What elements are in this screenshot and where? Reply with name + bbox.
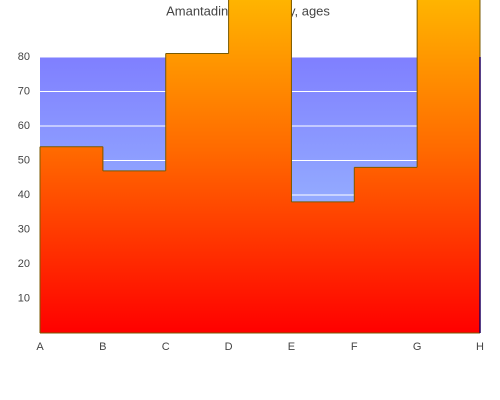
x-tick-label: C [162,341,170,353]
x-tick-label: A [36,341,44,353]
x-tick-label: E [288,341,295,353]
label-layer: 10 20 30 40 50 60 70 80 A B C D E F G H [18,51,484,353]
x-tick-label: H [476,341,484,353]
x-tick-label: B [99,341,106,353]
area-layer [39,0,481,334]
y-tick-label: 80 [18,51,30,63]
area-step [102,170,167,333]
y-tick-label: 40 [18,189,30,201]
area-step [417,0,481,333]
y-tick-label: 70 [18,85,30,97]
area-step [40,146,104,333]
area-step [291,201,355,333]
x-tick-label: F [351,341,358,353]
x-tick-label: G [413,341,422,353]
y-tick-label: 60 [18,120,30,132]
y-tick-label: 50 [18,154,30,166]
y-tick-label: 30 [18,223,30,235]
area-step [228,0,292,333]
x-tick-label: D [225,341,233,353]
area-step [165,53,230,334]
y-tick-label: 20 [18,258,30,270]
area-step [354,167,418,333]
y-tick-label: 10 [18,292,30,304]
